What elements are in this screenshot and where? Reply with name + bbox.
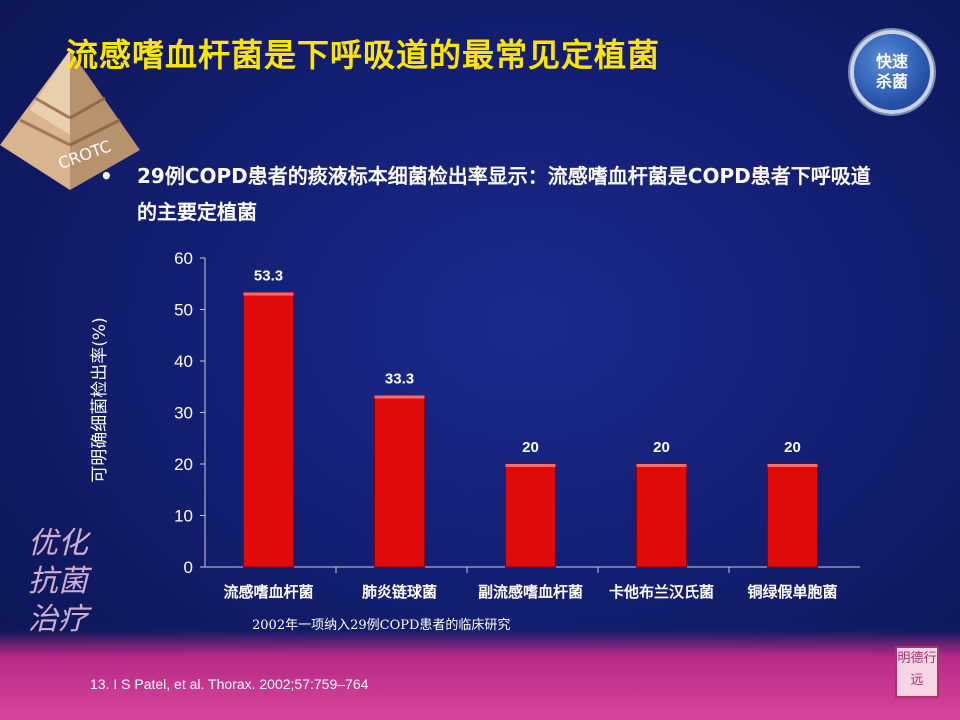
bar [505,463,556,568]
bar-highlight [767,464,818,467]
study-note: 2002年一项纳入29例COPD患者的临床研究 [252,618,511,633]
bar-highlight [243,292,294,296]
bar-highlight [374,395,425,399]
bar-data-label: 20 [653,439,670,456]
bar [243,292,294,568]
calligraphy-decoration: 优化抗菌治疗 [28,526,88,637]
x-category-label: 流感嗜血杆菌 [223,583,313,601]
bar-data-label: 53.3 [254,268,283,285]
decorative-footer-band [0,630,960,720]
badge-line-1: 快速 [875,52,908,71]
x-category-label: 卡他布兰汉氏菌 [609,583,714,601]
bar [374,395,425,568]
bar [767,463,818,568]
quick-kill-badge: 快速 杀菌 [850,30,934,114]
y-tick-label: 0 [184,558,193,577]
bar-chart: 0 10 20 30 40 50 60 53.3 流感嗜血杆菌 33.3 肺炎链球菌 20 副流感嗜血杆… [174,249,860,601]
badge-line-2: 杀菌 [875,72,908,91]
seal-stamp: 明德行远 [895,646,939,698]
bar-highlight [636,464,687,467]
x-category-label: 铜绿假单胞菌 [747,583,837,601]
y-tick-label: 30 [174,404,193,423]
citation: 13. I S Patel, et al. Thorax. 2002;57:75… [90,676,369,692]
bar-highlight [505,464,556,467]
bar-data-label: 33.3 [385,371,414,388]
y-tick-label: 40 [174,352,193,371]
y-tick-label: 20 [174,455,193,474]
y-tick-label: 10 [174,507,193,526]
bar [636,463,687,568]
slide-title: 流感嗜血杆菌是下呼吸道的最常见定植菌 [66,36,661,74]
bar-data-label: 20 [522,439,539,456]
bullet-text: 29例COPD患者的痰液标本细菌检出率显示：流感嗜血杆菌是COPD患者下呼吸道的… [137,164,871,224]
x-category-label: 肺炎链球菌 [362,583,437,601]
bullet-symbol: • [100,164,113,188]
y-tick-label: 50 [174,301,193,320]
y-tick-label: 60 [174,249,193,268]
bar-data-label: 20 [784,439,801,456]
x-category-label: 副流感嗜血杆菌 [478,583,583,601]
crotc-pyramid-logo: CROTC [0,50,140,190]
